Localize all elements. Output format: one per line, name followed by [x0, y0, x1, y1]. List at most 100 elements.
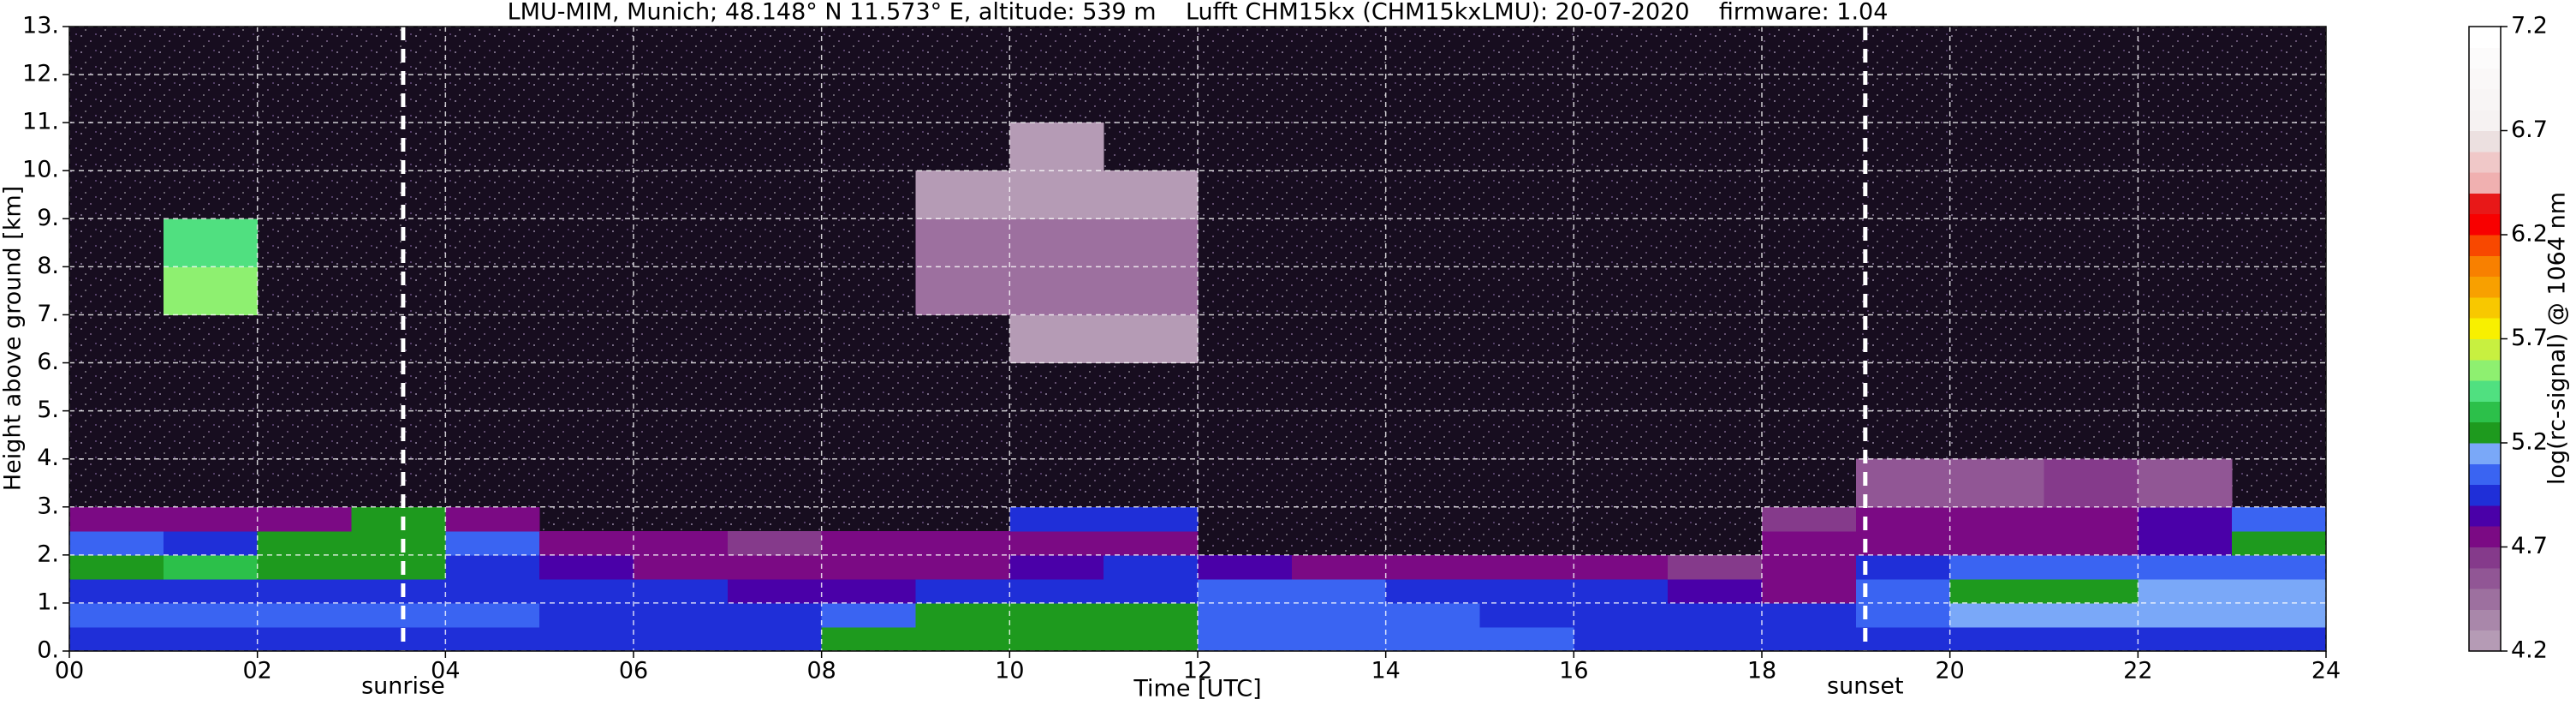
heatmap-cell — [2232, 554, 2327, 580]
colorbar-band — [2469, 318, 2501, 339]
heatmap-cell — [915, 602, 1010, 628]
plot-frame — [68, 26, 2327, 652]
heatmap-cell — [821, 530, 916, 556]
heatmap-cell — [1574, 578, 1669, 604]
heatmap-cell — [915, 218, 1010, 267]
heatmap-cell — [1762, 554, 1857, 580]
heatmap-cell — [445, 602, 540, 628]
heatmap-cell — [163, 578, 259, 604]
heatmap-cell — [163, 554, 259, 580]
heatmap-cell — [69, 602, 164, 628]
colorbar-tick-label: 5.2 — [2511, 429, 2548, 456]
colorbar-band — [2469, 505, 2501, 527]
heatmap-cell — [915, 554, 1010, 580]
y-tick-label: 2. — [37, 541, 59, 567]
x-tick-label: 00 — [55, 658, 84, 684]
heatmap-cell — [2044, 602, 2139, 628]
x-tick-label: 14 — [1371, 658, 1400, 684]
colorbar-band — [2469, 68, 2501, 90]
heatmap-cell — [1009, 170, 1104, 219]
colorbar-band — [2469, 547, 2501, 569]
heatmap-cell — [257, 530, 352, 556]
heatmap-cell — [634, 602, 729, 628]
heatmap-cell — [1009, 122, 1104, 171]
x-tick-label: 22 — [2123, 658, 2152, 684]
heatmap-cell — [1949, 626, 2044, 652]
colorbar-tick-label: 4.7 — [2511, 533, 2548, 559]
heatmap-cell — [2138, 506, 2233, 532]
heatmap-cell — [1574, 554, 1669, 580]
heatmap-cell — [634, 554, 729, 580]
heatmap-cell — [2044, 458, 2139, 508]
heatmap-cell — [351, 530, 446, 556]
y-tick-label: 0. — [37, 637, 59, 664]
heatmap-cell — [1009, 602, 1104, 628]
heatmap-cell — [1855, 554, 1951, 580]
y-tick-label: 13. — [22, 13, 59, 39]
heatmap-cell — [1949, 506, 2044, 532]
heatmap-cell — [1009, 578, 1104, 604]
heatmap-cell — [1574, 626, 1669, 652]
x-tick-label: 08 — [806, 658, 836, 684]
colorbar-band — [2469, 235, 2501, 256]
heatmap-cell — [1762, 602, 1857, 628]
colorbar-band — [2469, 380, 2501, 402]
colorbar-band — [2469, 443, 2501, 464]
heatmap-cell — [2138, 578, 2233, 604]
heatmap-cell — [351, 554, 446, 580]
heatmap-cell — [1855, 506, 1951, 532]
heatmap-cell — [351, 602, 446, 628]
heatmap-cell — [1104, 218, 1199, 267]
heatmap-cell — [1198, 602, 1293, 628]
y-tick-label: 1. — [37, 589, 59, 615]
colorbar-band — [2469, 526, 2501, 547]
heatmap-cell — [915, 530, 1010, 556]
colorbar-band — [2469, 213, 2501, 236]
heatmap-cell — [1762, 506, 1857, 532]
heatmap-cell — [69, 626, 164, 652]
heatmap-cell — [727, 554, 823, 580]
heatmap-cell — [1668, 578, 1763, 604]
y-tick-label: 3. — [37, 493, 59, 519]
colorbar-band — [2469, 630, 2501, 652]
y-tick-label: 5. — [37, 397, 59, 423]
y-tick-label: 10. — [22, 157, 59, 183]
heatmap-cell — [163, 218, 259, 267]
heatmap-cell — [2044, 506, 2139, 532]
heatmap-cell — [2232, 626, 2327, 652]
y-tick-label: 9. — [37, 205, 59, 231]
heatmap-cell — [1762, 530, 1857, 556]
x-tick-label: 16 — [1559, 658, 1588, 684]
heatmap-cell — [1855, 458, 1951, 508]
colorbar-band — [2469, 359, 2501, 381]
heatmap-cell — [1291, 626, 1387, 652]
heatmap-cell — [915, 578, 1010, 604]
colorbar-band — [2469, 589, 2501, 610]
heatmap-cell — [1855, 626, 1951, 652]
colorbar-tick-label: 4.2 — [2511, 637, 2548, 664]
heatmap-cell — [539, 530, 634, 556]
x-tick-label: 12 — [1183, 658, 1212, 684]
heatmap-cell — [1009, 554, 1104, 580]
heatmap-cell — [1104, 530, 1199, 556]
heatmap-cell — [1009, 314, 1104, 364]
heatmap-cell — [821, 578, 916, 604]
heatmap-cell — [727, 578, 823, 604]
chart-title: LMU-MIM, Munich; 48.148° N 11.573° E, al… — [508, 0, 1889, 26]
heatmap-cell — [69, 506, 164, 532]
colorbar-band — [2469, 172, 2501, 194]
colorbar-tick-label: 6.7 — [2511, 117, 2548, 143]
colorbar-band — [2469, 338, 2501, 361]
heatmap-cell — [1104, 554, 1199, 580]
heatmap-cell — [539, 626, 634, 652]
heatmap-cell — [445, 530, 540, 556]
heatmap-cell — [351, 506, 446, 532]
heatmap-cell — [1291, 602, 1387, 628]
colorbar-band — [2469, 296, 2501, 319]
heatmap-cell — [1104, 170, 1199, 219]
x-tick-label: 18 — [1747, 658, 1776, 684]
heatmap-cell — [634, 578, 729, 604]
annotation-label: sunrise — [361, 673, 445, 700]
heatmap-cell — [1949, 578, 2044, 604]
heatmap-cell — [1104, 626, 1199, 652]
